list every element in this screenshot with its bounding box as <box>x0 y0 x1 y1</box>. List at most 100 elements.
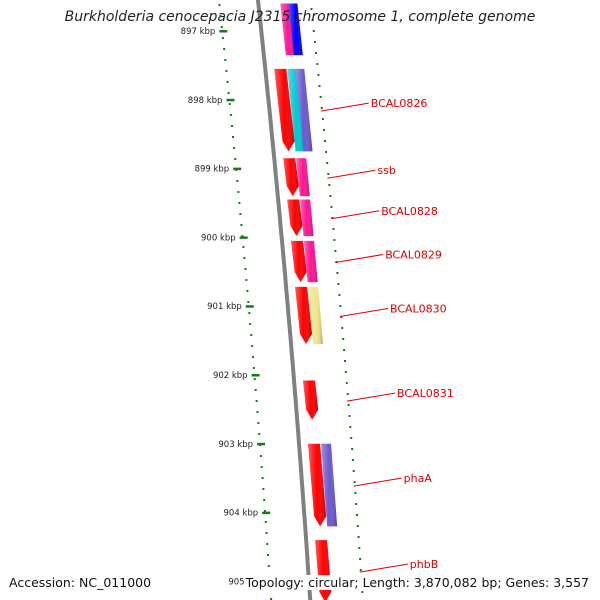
track-dot <box>332 228 335 230</box>
gene-label-leader <box>331 210 380 220</box>
gene-arrow-shading <box>283 158 299 197</box>
track-dot <box>351 459 354 461</box>
track-dot <box>358 547 361 549</box>
track-dot <box>323 129 325 131</box>
track-dot <box>223 48 226 50</box>
genome-backbone <box>255 0 313 600</box>
track-dot <box>343 349 346 351</box>
track-dot <box>313 41 316 43</box>
track-dot <box>247 301 250 303</box>
track-dot <box>341 327 344 329</box>
track-dot <box>264 510 266 512</box>
gene-arrow-shading <box>308 443 327 527</box>
track-dot <box>350 437 353 439</box>
track-dot <box>349 426 352 428</box>
track-dot <box>228 103 231 105</box>
scale-ticks: 897 kbp 898 kbp 899 kbp 900 kbp 901 kbp 902 k… <box>181 27 275 587</box>
gene-label[interactable]: BCAL0828 <box>381 205 438 218</box>
gene-label[interactable]: BCAL0826 <box>371 97 428 110</box>
track-dot <box>260 466 263 468</box>
track-dot <box>339 305 342 307</box>
track-dot <box>238 202 241 204</box>
tick-mark <box>262 511 271 515</box>
track-dot <box>233 147 236 149</box>
tick-label: 902 kbp <box>213 371 248 381</box>
track-dot <box>333 239 336 241</box>
gene-arrow-shading <box>290 240 307 283</box>
tick-label: 899 kbp <box>195 165 230 175</box>
track-dot <box>264 521 267 523</box>
track-dot <box>262 488 265 490</box>
tick-label: 897 kbp <box>181 27 216 37</box>
tick-mark <box>219 30 228 33</box>
track-dot <box>243 257 246 259</box>
track-dot <box>324 140 326 142</box>
track-dot <box>359 558 362 560</box>
gene-arrow-shading <box>315 540 332 600</box>
track-dot <box>338 294 341 296</box>
gene-label[interactable]: BCAL0831 <box>397 387 454 400</box>
track-dot <box>261 477 264 479</box>
feature-bar-shading <box>295 68 313 152</box>
tick-mark <box>257 442 266 446</box>
track-dot <box>245 279 248 281</box>
track-dot <box>263 499 266 501</box>
gene-arrow-shading <box>303 380 319 420</box>
track-dot <box>311 19 314 21</box>
gene-label[interactable]: ssb <box>377 164 395 177</box>
track-dot <box>320 107 323 109</box>
track-dot <box>310 8 313 10</box>
track-dot <box>226 81 229 83</box>
track-dot <box>346 393 349 395</box>
gene-label[interactable]: BCAL0829 <box>385 248 442 261</box>
gene-label-leader <box>335 253 384 263</box>
gene-label-leader <box>339 307 389 317</box>
gene-label[interactable]: phbB <box>410 558 438 571</box>
track-dot <box>218 4 221 6</box>
track-dot <box>337 283 340 285</box>
topology-text: Topology: circular; Length: 3,870,082 bp… <box>244 575 590 590</box>
track-dot <box>328 184 331 186</box>
track-dot <box>250 334 253 336</box>
track-dot <box>231 125 233 127</box>
track-dot <box>232 136 234 138</box>
track-dot <box>326 162 329 164</box>
track-dot <box>266 543 269 545</box>
accession-text: Accession: NC_011000 <box>8 575 153 590</box>
track-dot <box>265 532 268 534</box>
track-dot <box>227 92 230 94</box>
tick-label: 903 kbp <box>218 440 253 450</box>
track-dot <box>352 470 355 472</box>
track-dot <box>329 195 332 197</box>
tick-mark <box>239 236 248 239</box>
track-dot <box>317 74 320 76</box>
track-dot <box>345 382 348 384</box>
track-dot <box>342 338 345 340</box>
track-dot <box>334 250 337 252</box>
track-dot <box>251 345 254 347</box>
track-dot <box>344 371 347 373</box>
backbone-track <box>255 0 313 600</box>
tick-label: 898 kbp <box>188 96 223 106</box>
track-dot <box>270 598 273 600</box>
track-dot <box>246 290 249 292</box>
track-dot <box>254 389 257 391</box>
gene-label[interactable]: phaA <box>404 472 433 485</box>
tick-mark <box>233 167 242 171</box>
track-dot <box>244 268 247 270</box>
track-dot <box>267 565 270 567</box>
track-dot <box>239 213 242 215</box>
gene-label[interactable]: BCAL0830 <box>390 302 447 315</box>
track-dot <box>318 85 321 87</box>
track-dot <box>229 114 232 116</box>
gene-labels: BCAL0826 ssb BCAL0828 BCAL0829 BCAL0830 BCAL0… <box>320 97 454 573</box>
tick-mark <box>226 98 235 102</box>
track-dot <box>325 151 328 153</box>
track-dot <box>331 217 334 219</box>
tick-mark <box>251 374 260 377</box>
track-dot <box>316 63 319 65</box>
gene-arrow-shading <box>287 199 303 237</box>
track-dot <box>356 514 358 516</box>
